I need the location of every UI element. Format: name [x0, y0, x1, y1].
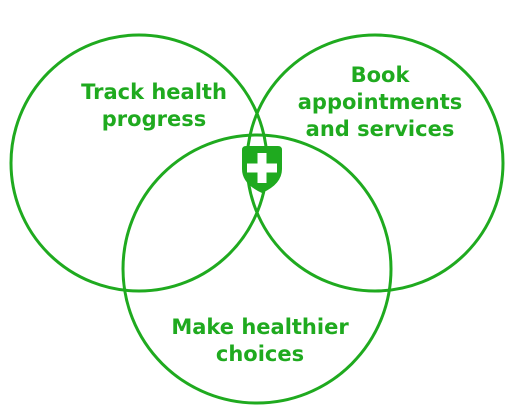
- shield-cross-icon: [242, 146, 282, 193]
- shield-cross-horizontal: [247, 163, 277, 173]
- label-book-line-1: Book: [350, 63, 410, 87]
- label-choices-line-1: Make healthier: [171, 315, 349, 339]
- label-track-health-line-1: Track health: [81, 80, 227, 104]
- label-choices-line-2: choices: [215, 342, 305, 366]
- label-track-health: Track health progress: [64, 79, 244, 133]
- label-book-appointments: Book appointments and services: [280, 62, 480, 143]
- circle-healthier-choices: [121, 133, 393, 405]
- circle-track-health: [9, 33, 269, 293]
- label-track-health-line-2: progress: [101, 107, 207, 131]
- label-healthier-choices: Make healthier choices: [160, 314, 360, 368]
- label-book-line-2: appointments: [297, 90, 463, 114]
- label-book-line-3: and services: [305, 117, 455, 141]
